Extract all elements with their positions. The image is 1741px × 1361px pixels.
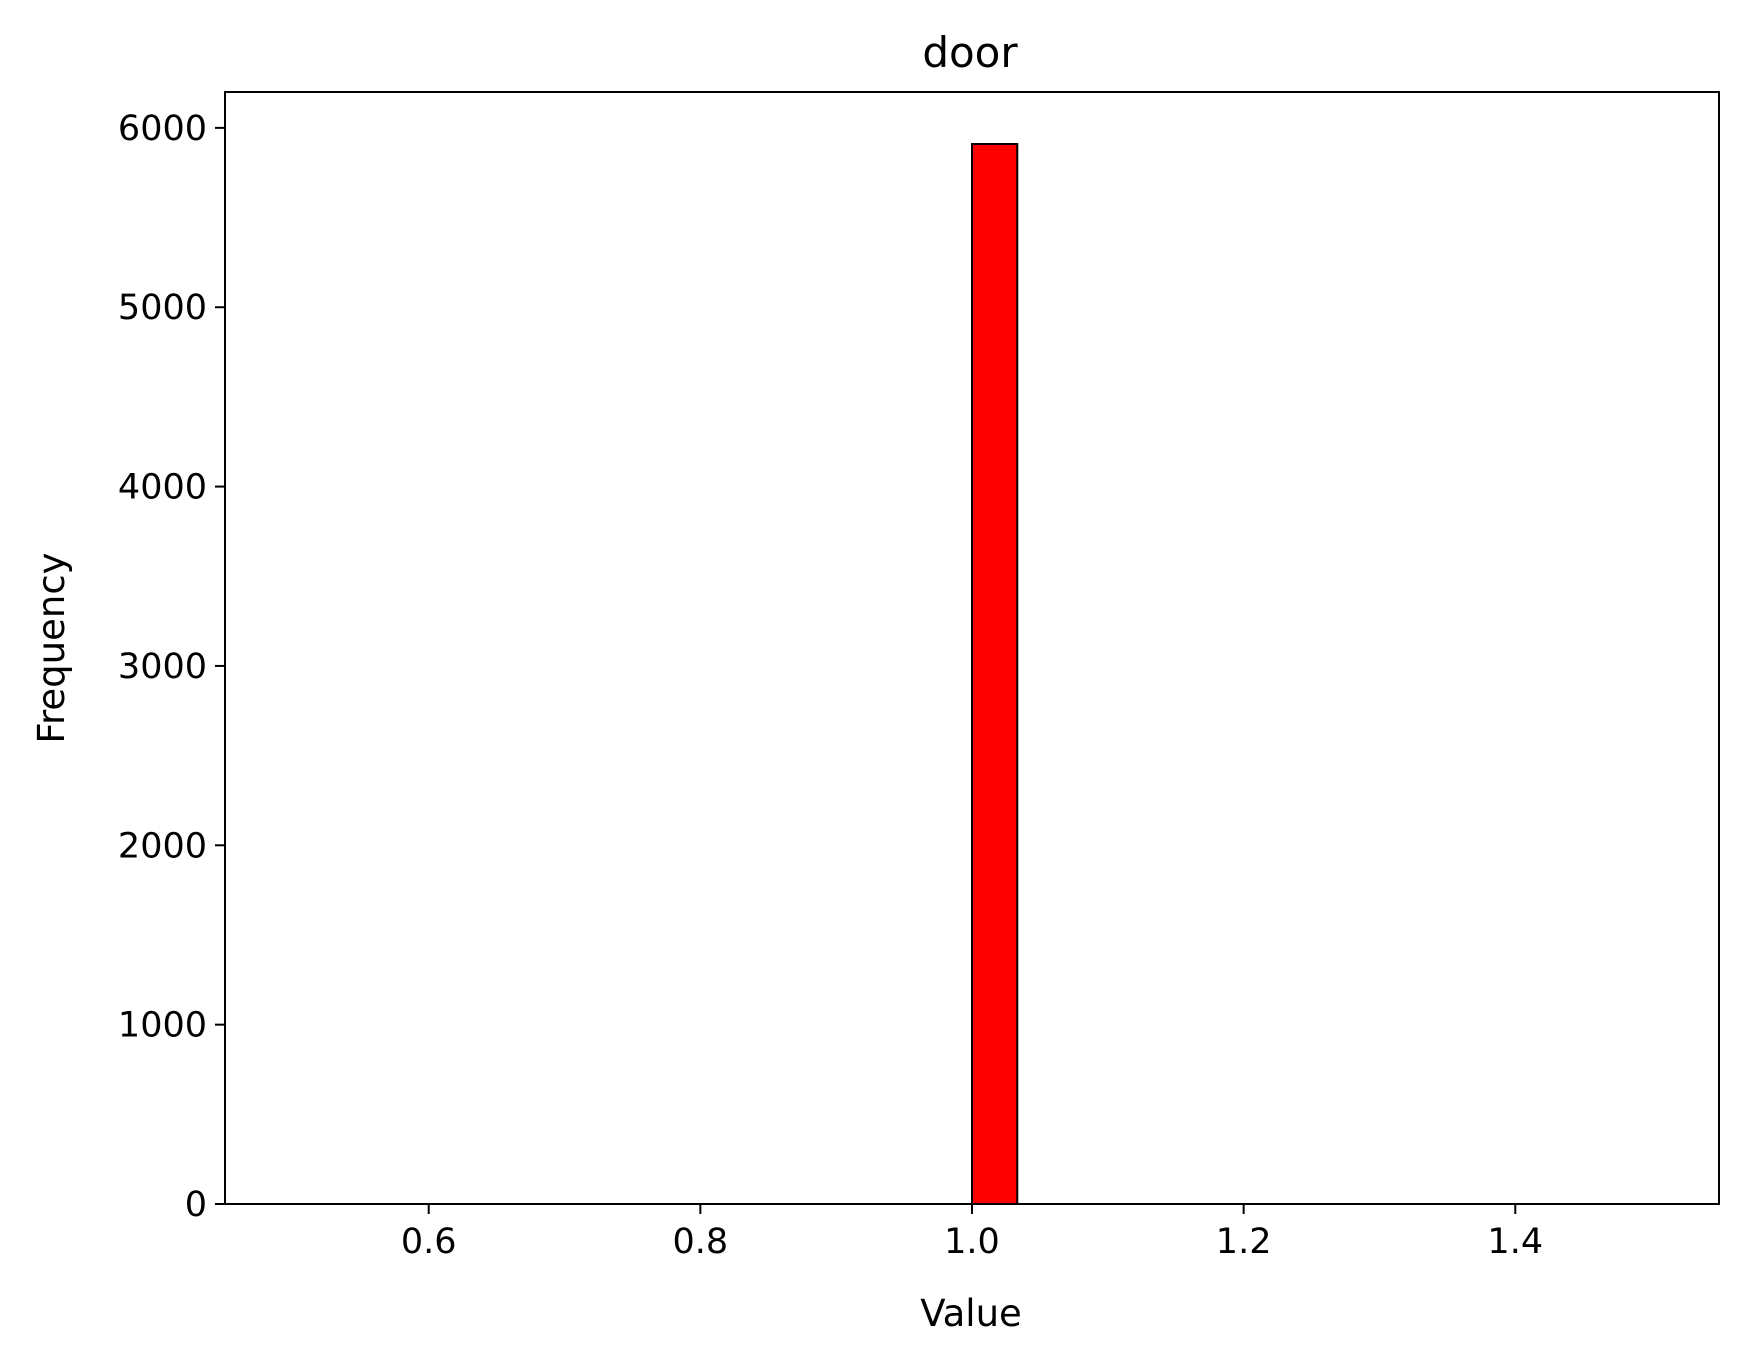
- x-tick-label: 0.6: [401, 1222, 457, 1262]
- y-axis-title: Frequency: [30, 552, 73, 743]
- y-tick-label: 2000: [118, 826, 207, 866]
- x-tick-label: 1.0: [944, 1222, 1000, 1262]
- x-axis-title: Value: [920, 1292, 1022, 1335]
- y-axis: 0 1000 2000 3000 4000 5000 6000: [118, 109, 225, 1225]
- chart-title: door: [922, 28, 1018, 77]
- x-axis: 0.6 0.8 1.0 1.2 1.4: [401, 1204, 1543, 1262]
- x-tick-label: 1.4: [1487, 1222, 1543, 1262]
- y-tick-label: 0: [185, 1185, 207, 1225]
- y-tick-label: 1000: [118, 1006, 207, 1046]
- y-tick-label: 4000: [118, 468, 207, 508]
- x-tick-label: 0.8: [673, 1222, 729, 1262]
- bars-layer: [971, 143, 1019, 1205]
- histogram-bar: [971, 143, 1019, 1205]
- x-tick-label: 1.2: [1216, 1222, 1272, 1262]
- y-tick-label: 5000: [118, 288, 207, 328]
- y-tick-label: 3000: [118, 647, 207, 687]
- y-tick-label: 6000: [118, 109, 207, 149]
